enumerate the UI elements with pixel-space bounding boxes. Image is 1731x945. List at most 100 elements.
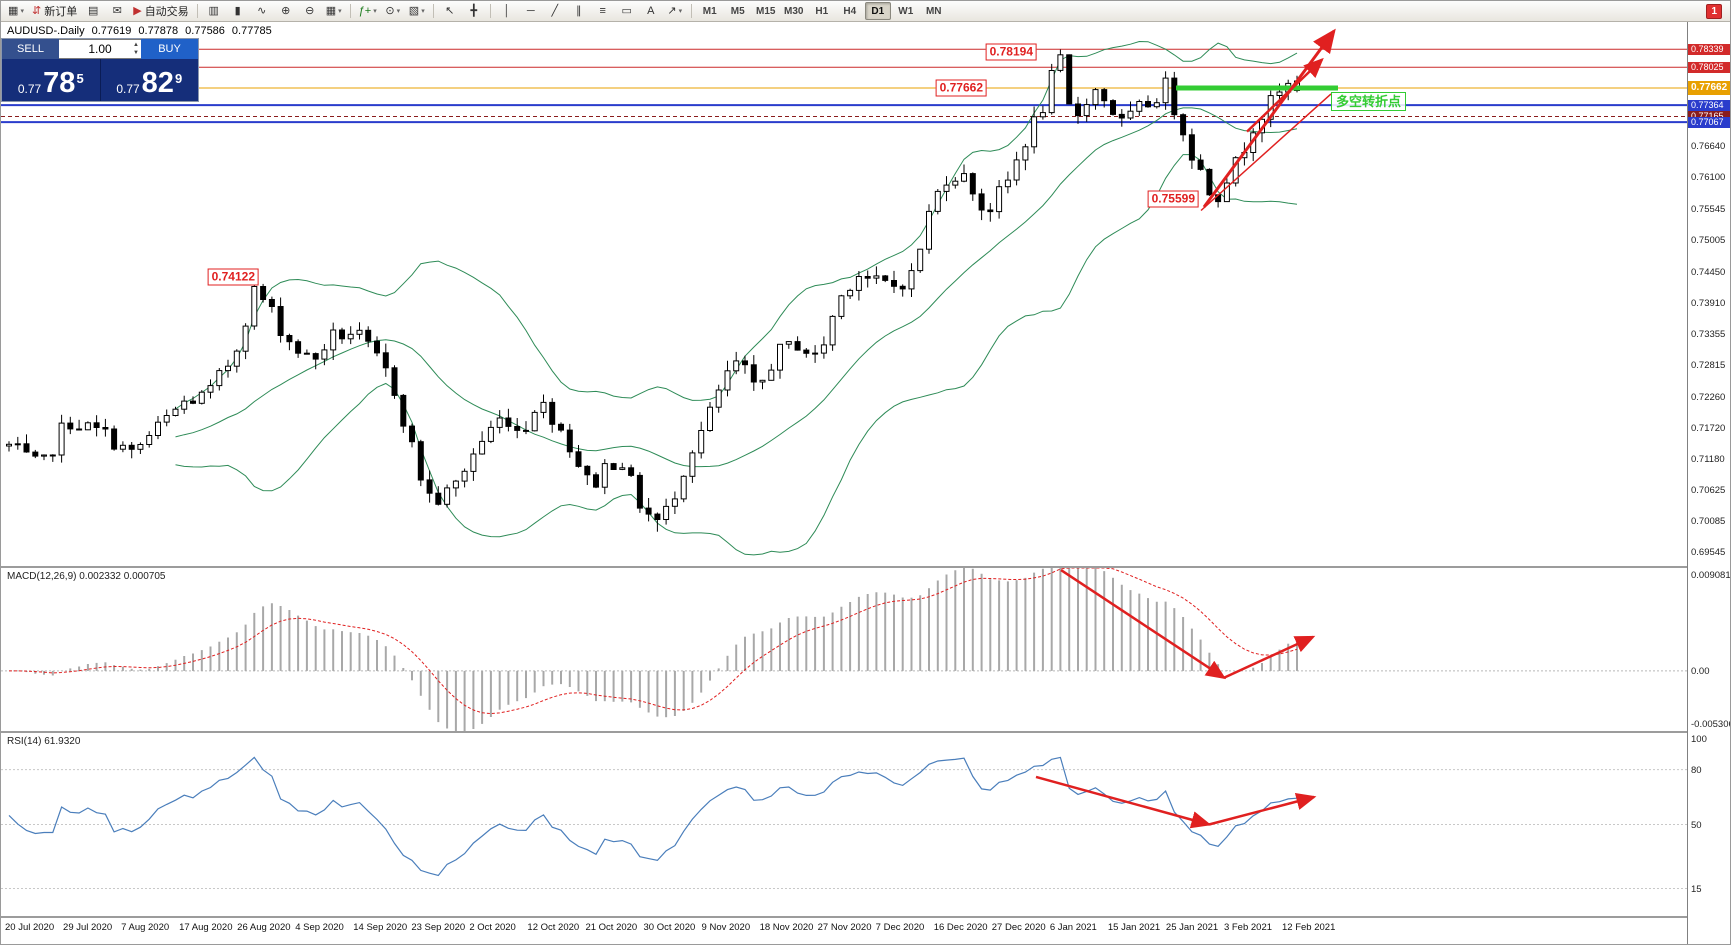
turning-point-note[interactable]: 多空转折点 xyxy=(1331,91,1407,111)
timeframe-m5-button[interactable]: M5 xyxy=(730,5,745,17)
zoom-out-button[interactable]: ⊖ xyxy=(299,2,321,20)
candlestick-series xyxy=(6,49,1300,532)
date-label: 12 Feb 2021 xyxy=(1282,922,1336,933)
market-watch-button[interactable]: ▤ xyxy=(82,2,104,20)
date-label: 17 Aug 2020 xyxy=(179,922,233,933)
one-click-trading-panel: SELL 1.00 ▲ ▼ BUY 0.77 78 5 0.77 82 9 xyxy=(2,39,198,101)
candlestick-chart-button[interactable]: ▮ xyxy=(227,2,249,20)
bar-chart-icon: ▥ xyxy=(208,5,219,17)
vertical-line-icon: │ xyxy=(503,5,511,17)
rsi-arrow-2[interactable] xyxy=(1208,792,1317,826)
date-label: 12 Oct 2020 xyxy=(527,922,580,933)
price-tag-0.77165: 0.77165 xyxy=(1688,111,1730,123)
sell-button[interactable]: SELL xyxy=(2,39,59,59)
bar-chart-button[interactable]: ▥ xyxy=(203,2,225,20)
macd-axis-label: 0.00 xyxy=(1691,665,1710,677)
equidistant-channel-button[interactable]: ∥ xyxy=(568,2,590,20)
macd-arrow-1[interactable] xyxy=(1060,569,1227,680)
arrow-objects-button[interactable]: ↗ ▾ xyxy=(664,2,686,20)
price-up-arrow-2[interactable] xyxy=(1246,57,1324,133)
autotrading-button[interactable]: ▶ 自动交易 xyxy=(130,2,191,20)
price-up-arrow-1[interactable] xyxy=(1202,28,1336,208)
price-tick: 0.74450 xyxy=(1691,266,1726,278)
price-annotation-0.74122[interactable]: 0.74122 xyxy=(207,268,259,286)
buy-price-pip: 9 xyxy=(174,71,183,86)
buy-price[interactable]: 0.77 82 9 xyxy=(101,59,199,101)
price-tag-0.78339: 0.78339 xyxy=(1688,44,1730,56)
indicators-button[interactable]: ƒ+ ▾ xyxy=(356,2,380,20)
market-watch-icon: ▤ xyxy=(88,5,99,17)
toolbar-separator xyxy=(489,4,491,18)
price-tag-0.78025: 0.78025 xyxy=(1688,62,1730,74)
notification-badge[interactable]: 1 xyxy=(1706,4,1722,19)
arrow-objects-dropdown[interactable]: ▾ xyxy=(678,8,683,15)
candlestick-chart-icon: ▮ xyxy=(234,5,241,17)
templates-dropdown[interactable]: ▾ xyxy=(421,8,425,15)
volume-input[interactable]: 1.00 ▲ ▼ xyxy=(59,39,141,59)
trendline-icon: ╱ xyxy=(551,5,559,17)
price-annotation-0.75599[interactable]: 0.75599 xyxy=(1147,190,1199,208)
new-chart-icon: ▦ xyxy=(8,5,19,17)
buy-price-prefix: 0.77 xyxy=(116,82,140,96)
horizontal-line-icon: ─ xyxy=(526,5,535,17)
timeframe-h1-button[interactable]: H1 xyxy=(815,5,829,17)
date-label: 15 Jan 2021 xyxy=(1107,922,1161,933)
cursor-button[interactable]: ↖ xyxy=(439,2,461,20)
spinner-down-icon[interactable]: ▼ xyxy=(133,50,139,56)
templates-button[interactable]: ▧ ▾ xyxy=(406,2,428,20)
mailbox-button[interactable]: ✉ xyxy=(106,2,128,20)
buy-button[interactable]: BUY xyxy=(141,39,198,59)
sell-price[interactable]: 0.77 78 5 xyxy=(2,59,101,101)
timeframe-m15-button[interactable]: M15 xyxy=(756,5,776,17)
price-annotation-0.77662[interactable]: 0.77662 xyxy=(935,79,987,97)
rsi-axis-label: 80 xyxy=(1691,764,1702,776)
timeframe-w1-button[interactable]: W1 xyxy=(898,5,914,17)
spinner-up-icon[interactable]: ▲ xyxy=(133,42,139,48)
horizontal-line-button[interactable]: ─ xyxy=(520,2,542,20)
periods-dropdown[interactable]: ▾ xyxy=(396,8,401,15)
sell-price-pip: 5 xyxy=(76,71,84,86)
shapes-button[interactable]: ▭ xyxy=(616,2,638,20)
timeframe-d1-button[interactable]: D1 xyxy=(864,2,891,20)
ohlc-high: 0.77878 xyxy=(138,25,179,37)
text-label-button[interactable]: A xyxy=(640,2,662,20)
new-order-icon: ⇵ xyxy=(32,5,42,17)
new-chart-dropdown[interactable]: ▾ xyxy=(20,8,24,15)
chart-canvas[interactable] xyxy=(1,1,1687,945)
tile-windows-button[interactable]: ▦ ▾ xyxy=(323,2,345,20)
line-chart-button[interactable]: ∿ xyxy=(251,2,273,20)
price-tick: 0.75545 xyxy=(1691,204,1726,216)
timeframe-m1-button[interactable]: M1 xyxy=(702,5,717,17)
volume-value: 1.00 xyxy=(88,42,112,56)
vertical-line-button[interactable]: │ xyxy=(496,2,518,20)
fibonacci-button[interactable]: ≡ xyxy=(592,2,614,20)
indicators-icon: ƒ+ xyxy=(358,5,372,17)
tile-windows-dropdown[interactable]: ▾ xyxy=(338,8,342,15)
timeframe-h4-button[interactable]: H4 xyxy=(843,5,857,17)
toolbar-separator xyxy=(432,4,434,18)
price-tick: 0.70625 xyxy=(1691,485,1726,497)
volume-spinner[interactable]: ▲ ▼ xyxy=(133,41,139,57)
trend-line[interactable] xyxy=(1200,93,1332,212)
date-label: 18 Nov 2020 xyxy=(759,922,814,933)
timeframe-m30-button[interactable]: M30 xyxy=(784,5,804,17)
timeframe-mn-button[interactable]: MN xyxy=(925,5,942,17)
price-tick: 0.71720 xyxy=(1691,422,1726,434)
new-chart-button[interactable]: ▦ ▾ xyxy=(5,2,27,20)
periods-button[interactable]: ⊙ ▾ xyxy=(382,2,404,20)
date-label: 30 Oct 2020 xyxy=(643,922,696,933)
zoom-in-button[interactable]: ⊕ xyxy=(275,2,297,20)
pane-separator[interactable] xyxy=(1,731,1730,733)
trendline-button[interactable]: ╱ xyxy=(544,2,566,20)
pane-separator[interactable] xyxy=(1,566,1730,568)
macd-arrow-2[interactable] xyxy=(1223,635,1316,679)
toolbar-separator xyxy=(349,4,351,18)
rsi-arrow-1[interactable] xyxy=(1035,775,1212,829)
pane-separator xyxy=(1,916,1730,918)
crosshair-button[interactable]: ╋ xyxy=(463,2,485,20)
price-annotation-0.78194[interactable]: 0.78194 xyxy=(985,43,1037,61)
new-order-button[interactable]: ⇵ 新订单 xyxy=(29,2,80,20)
price-scale: 0.76640 0.76100 0.75545 0.75005 0.74450 0.739… xyxy=(1687,1,1730,944)
indicators-dropdown[interactable]: ▾ xyxy=(373,8,377,15)
